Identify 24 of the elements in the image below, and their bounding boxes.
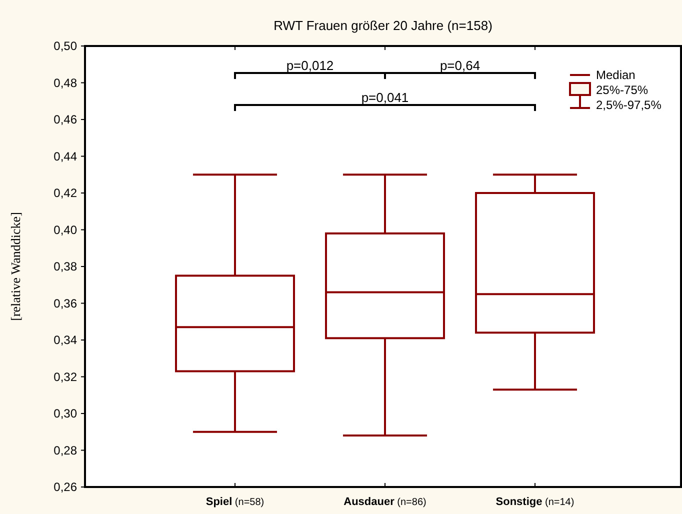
y-tick-label: 0,34: [54, 333, 78, 348]
annotation: Median: [596, 68, 636, 82]
annotation: p=0,64: [440, 58, 480, 73]
y-tick-label: 0,44: [54, 149, 78, 164]
annotation: 25%-75%: [596, 83, 648, 97]
annotation: p=0,012: [286, 58, 334, 73]
y-tick-label: 0,46: [54, 112, 78, 127]
chart-title: RWT Frauen größer 20 Jahre (n=158): [274, 18, 492, 33]
y-tick-label: 0,38: [54, 260, 78, 274]
y-tick-label: 0,40: [54, 222, 78, 237]
y-tick-label: 0,28: [54, 443, 78, 458]
y-tick-label: 0,42: [54, 186, 78, 200]
annotation: 2,5%-97,5%: [596, 98, 662, 112]
y-axis-title: [relative Wanddicke]: [8, 212, 23, 321]
y-tick-label: 0,50: [54, 39, 78, 54]
y-tick-label: 0,30: [54, 406, 78, 421]
y-tick-label: 0,36: [54, 296, 78, 310]
y-tick-label: 0,32: [54, 370, 78, 384]
x-tick-label: Ausdauer (n=86): [344, 496, 426, 508]
x-tick-label: Spiel (n=58): [206, 496, 264, 508]
x-tick-label: Sonstige (n=14): [496, 496, 574, 508]
y-tick-label: 0,26: [54, 480, 78, 494]
annotation: p=0,041: [361, 90, 409, 105]
y-tick-label: 0,48: [54, 76, 78, 90]
